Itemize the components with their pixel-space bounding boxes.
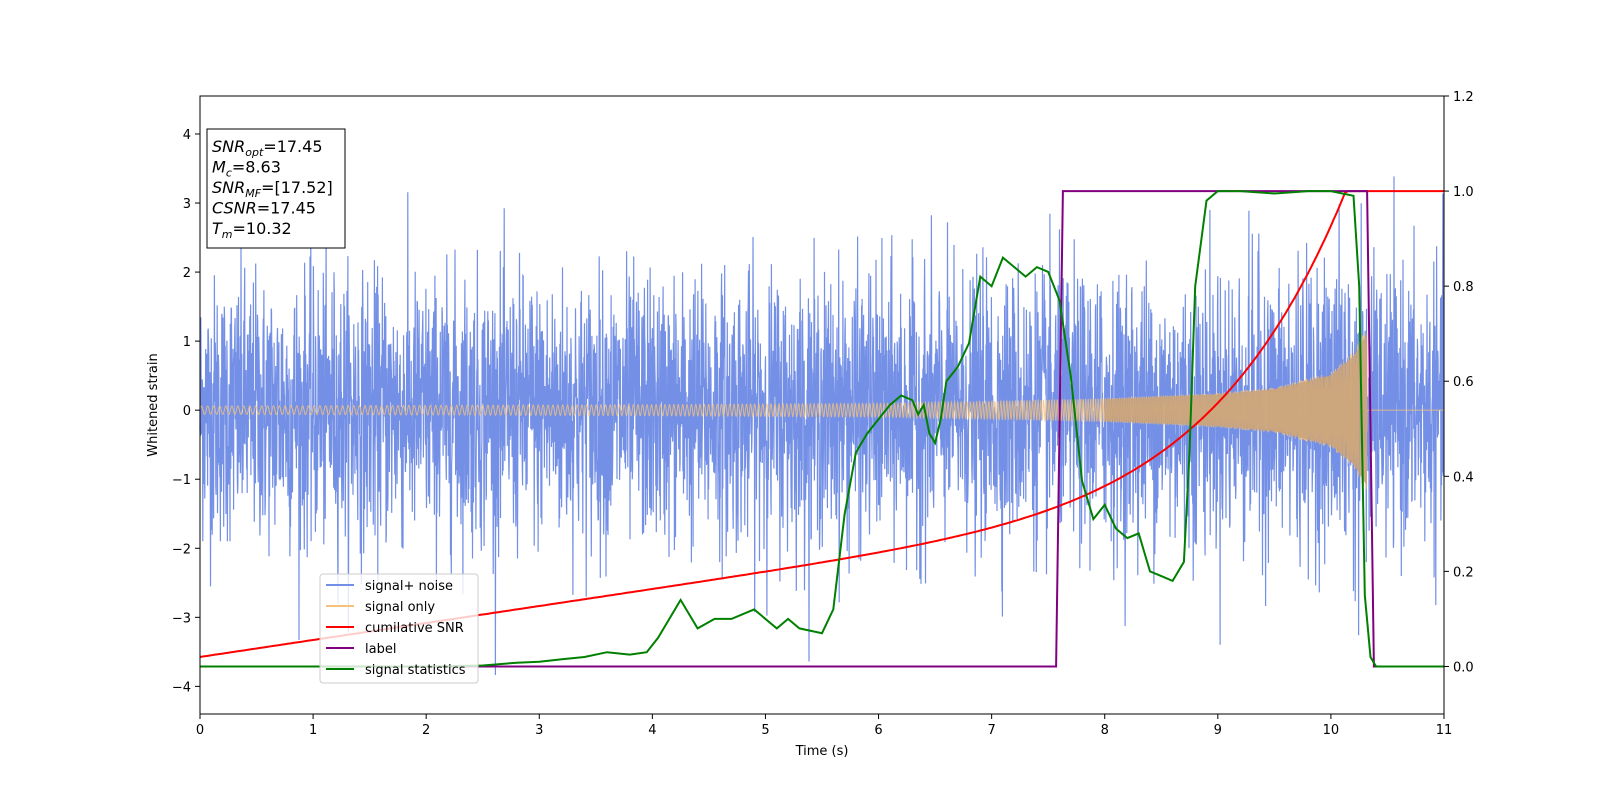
x-tick-label: 10 [1323, 723, 1340, 738]
legend-entry: signal+ noise [365, 579, 453, 594]
plot-frame [199, 95, 1445, 715]
x-tick-label: 5 [761, 723, 769, 738]
annotation-line: Mc=8.63 [212, 158, 281, 180]
legend: signal+ noise signal only cumilative SNR la… [319, 573, 479, 684]
y-tick-label: 4 [183, 128, 191, 143]
legend-entry: signal only [365, 600, 435, 615]
signal-statistics-line [200, 190, 1444, 668]
y-tick-label: 0 [183, 404, 191, 419]
x-tick-label: 6 [874, 723, 882, 738]
annotation-line: Tm=10.32 [212, 219, 292, 241]
signal-only-series [199, 332, 1444, 490]
y-tick-label: −2 [172, 542, 191, 557]
signal-envelope-fill [1104, 333, 1368, 487]
annotation-line: SNRMF=[17.52] [212, 178, 333, 200]
x-tick-label: 3 [535, 723, 543, 738]
y-tick-label: −1 [172, 473, 191, 488]
x-tick-label: 4 [648, 723, 656, 738]
x-tick-label: 0 [196, 723, 204, 738]
y2-tick-label: 1.2 [1453, 90, 1474, 105]
y-tick-label: 2 [183, 266, 191, 281]
y2-tick-label: 0.0 [1453, 660, 1474, 675]
x-tick-label: 11 [1436, 723, 1453, 738]
stats-annotation-box: SNRopt=17.45Mc=8.63SNRMF=[17.52]CSNR=17.… [206, 128, 346, 249]
legend-entry: label [365, 642, 396, 657]
y2-tick-label: 0.6 [1453, 375, 1474, 390]
y-tick-label: −3 [172, 611, 191, 626]
y-tick-label: 1 [183, 335, 191, 350]
x-tick-label: 7 [987, 723, 995, 738]
y2-tick-label: 0.4 [1453, 470, 1474, 485]
y-axis-label: Whitened strain [146, 353, 161, 456]
legend-entry: signal statistics [365, 663, 466, 678]
legend-frame [319, 573, 479, 684]
x-tick-label: 1 [309, 723, 317, 738]
y-tick-label: 3 [183, 197, 191, 212]
annotation-line: SNRopt=17.45 [212, 137, 323, 159]
y2-tick-label: 0.8 [1453, 280, 1474, 295]
legend-entry: cumilative SNR [365, 621, 464, 636]
signal-noise-line [199, 176, 1445, 676]
signal-noise-series [199, 176, 1445, 676]
x-tick-label: 2 [422, 723, 430, 738]
y2-tick-label: 1.0 [1453, 185, 1474, 200]
y2-tick-label: 0.2 [1453, 565, 1474, 580]
annotation-line: CSNR=17.45 [212, 199, 316, 218]
annotation-frame [206, 128, 346, 249]
x-axis-label: Time (s) [795, 744, 849, 759]
axes: 0 1 2 3 4 5 6 7 8 9 10 11 −4 −3 −2 −1 0 1 2 3 4 0.0 0.2 0.4 0.6 0… [172, 90, 1474, 738]
y-tick-label: −4 [172, 680, 191, 695]
x-tick-label: 8 [1101, 723, 1109, 738]
x-tick-label: 9 [1214, 723, 1222, 738]
